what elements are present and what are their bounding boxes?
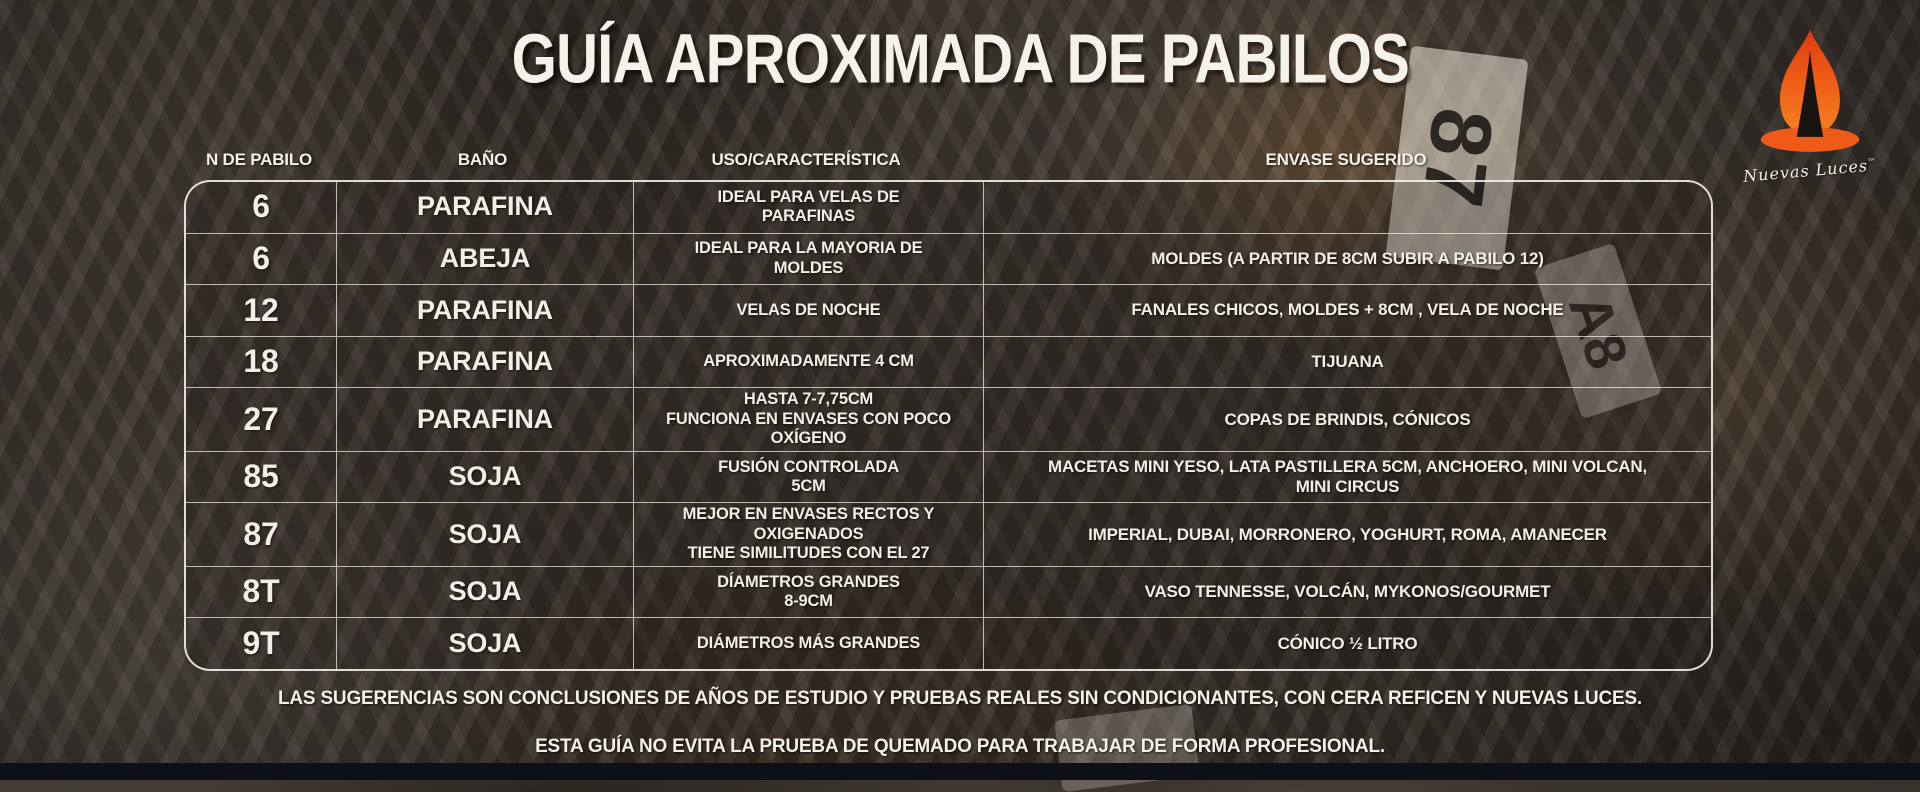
cell-uso: HASTA 7-7,75CM FUNCIONA EN ENVASES CON P… (633, 388, 983, 451)
cell-uso: APROXIMADAMENTE 4 CM (633, 336, 983, 388)
cell-pabilo: 12 (243, 291, 279, 328)
cell-bano: PARAFINA (336, 336, 633, 388)
trademark-symbol: ™ (1867, 156, 1877, 167)
wick-guide-table: 6 PARAFINA IDEAL PARA VELAS DE PARAFINAS… (184, 180, 1713, 671)
cell-bano: SOJA (336, 451, 633, 503)
header-n-de-pabilo: N DE PABILO (205, 150, 313, 169)
cell-uso: IDEAL PARA VELAS DE PARAFINAS (633, 182, 983, 233)
header-envase-sugerido: ENVASE SUGERIDO (1265, 150, 1427, 169)
table-row: 87 SOJA MEJOR EN ENVASES RECTOS Y OXIGEN… (186, 502, 1711, 566)
cell-pabilo: 8T (242, 573, 280, 610)
table-row: 12 PARAFINA VELAS DE NOCHE FANALES CHICO… (186, 284, 1711, 336)
footer-disclaimer-2: ESTA GUÍA NO EVITA LA PRUEBA DE QUEMADO … (535, 736, 1385, 757)
cell-envase: IMPERIAL, DUBAI, MORRONERO, YOGHURT, ROM… (983, 503, 1711, 566)
page-title: GUÍA APROXIMADA DE PABILOS (511, 20, 1409, 99)
cell-uso: FUSIÓN CONTROLADA 5CM (633, 451, 983, 503)
cell-pabilo: 85 (243, 458, 279, 495)
cell-uso: VELAS DE NOCHE (633, 285, 983, 336)
table-column-headers: N DE PABILO BAÑO USO/CARACTERÍSTICA ENVA… (184, 138, 1711, 172)
cell-bano: PARAFINA (336, 388, 633, 451)
header-uso-caracteristica: USO/CARACTERÍSTICA (711, 150, 901, 169)
cell-uso: DIÁMETROS MÁS GRANDES (633, 618, 983, 669)
cell-pabilo: 87 (243, 515, 279, 552)
cell-uso: DÍAMETROS GRANDES 8-9CM (633, 566, 983, 618)
cell-uso: MEJOR EN ENVASES RECTOS Y OXIGENADOS TIE… (633, 503, 983, 566)
cell-bano: PARAFINA (336, 182, 633, 233)
cell-uso: IDEAL PARA LA MAYORIA DE MOLDES (633, 233, 983, 285)
brand-name: Nuevas Luces™ (1742, 155, 1877, 186)
cell-envase: MACETAS MINI YESO, LATA PASTILLERA 5CM, … (983, 451, 1711, 503)
cell-envase: TIJUANA (983, 336, 1711, 388)
brand-logo: Nuevas Luces™ (1742, 26, 1878, 186)
cell-envase: MOLDES (A PARTIR DE 8CM SUBIR A PABILO 1… (983, 233, 1711, 285)
table-row: 27 PARAFINA HASTA 7-7,75CM FUNCIONA EN E… (186, 387, 1711, 451)
cell-pabilo: 6 (252, 188, 270, 225)
cell-pabilo: 18 (243, 343, 279, 380)
cell-pabilo: 6 (252, 240, 270, 277)
cell-pabilo: 27 (243, 400, 279, 437)
candle-flame-icon (1760, 29, 1860, 152)
table-row: 6 ABEJA IDEAL PARA LA MAYORIA DE MOLDES … (186, 232, 1711, 285)
table-row: 6 PARAFINA IDEAL PARA VELAS DE PARAFINAS (186, 182, 1711, 233)
table-row: 18 PARAFINA APROXIMADAMENTE 4 CM TIJUANA (186, 335, 1711, 388)
cell-envase: FANALES CHICOS, MOLDES + 8CM , VELA DE N… (983, 285, 1711, 336)
cell-bano: SOJA (336, 503, 633, 566)
cell-bano: SOJA (336, 618, 633, 669)
cell-envase (983, 182, 1711, 233)
cell-bano: ABEJA (336, 233, 633, 285)
table-row: 8T SOJA DÍAMETROS GRANDES 8-9CM VASO TEN… (186, 565, 1711, 618)
footer-disclaimer-1: LAS SUGERENCIAS SON CONCLUSIONES DE AÑOS… (277, 688, 1643, 709)
cell-bano: SOJA (336, 566, 633, 618)
cell-envase: CÓNICO ½ LITRO (983, 618, 1711, 669)
table-row: 9T SOJA DIÁMETROS MÁS GRANDES CÓNICO ½ L… (186, 617, 1711, 669)
cell-envase: VASO TENNESSE, VOLCÁN, MYKONOS/GOURMET (983, 566, 1711, 618)
header-bano: BAÑO (457, 150, 508, 169)
cell-pabilo: 9T (242, 624, 280, 661)
table-row: 85 SOJA FUSIÓN CONTROLADA 5CM MACETAS MI… (186, 450, 1711, 503)
cell-envase: COPAS DE BRINDIS, CÓNICOS (983, 388, 1711, 451)
cell-bano: PARAFINA (336, 285, 633, 336)
bottom-bar (0, 763, 1920, 780)
